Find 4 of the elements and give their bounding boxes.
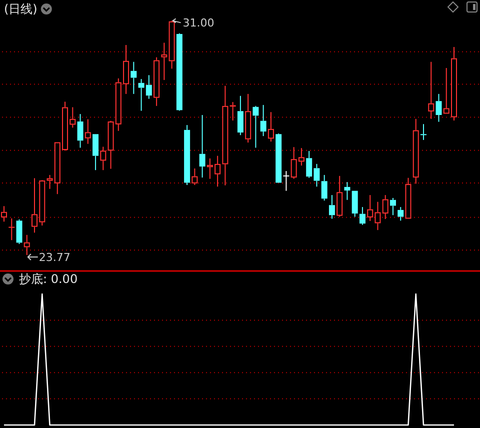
chart-title: 抄底: 0.00 <box>19 272 78 286</box>
annotation: 23.77 <box>38 251 70 264</box>
chart-title: (日线) <box>4 2 38 16</box>
annotation: 31.00 <box>182 16 214 30</box>
